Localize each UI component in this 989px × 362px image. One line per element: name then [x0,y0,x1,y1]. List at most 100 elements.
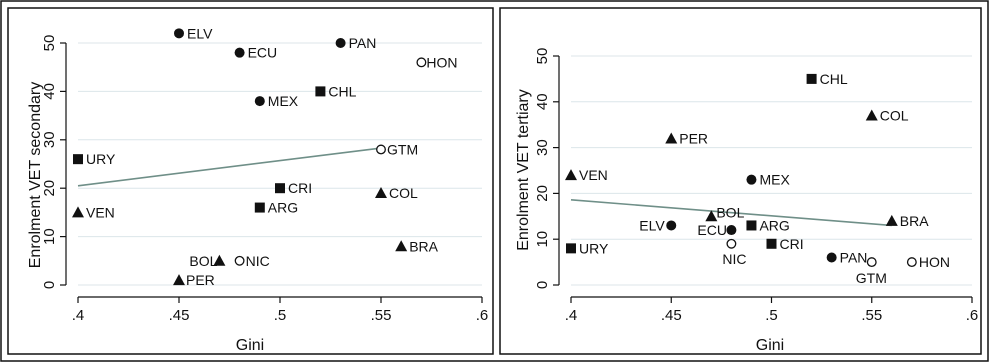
points: ELV ECU PAN HON MEX CHL GTM URY CRI COL ARG VEN BRA B… [72,25,458,288]
point-bra: BRA [395,238,439,254]
point-chl: CHL [315,83,357,99]
point-marker [174,28,184,39]
x-tick-label: .6 [476,307,489,324]
y-tick-label: 30 [534,139,551,156]
point-bra: BRA [885,213,929,229]
point-marker [376,144,386,155]
point-label: MEX [268,93,299,109]
point-arg: ARG [746,217,790,233]
point-label: BRA [900,213,929,229]
fit-line-segment [570,199,892,227]
point-marker [72,206,84,218]
point-bol: BOL [189,253,226,269]
point-label: HON [919,254,950,270]
point-marker [254,96,265,107]
x-tick-label: .4 [565,307,578,324]
point-marker [213,254,226,266]
x-tick-label: .45 [661,307,682,324]
point-label: CHL [820,71,848,87]
point-label: PER [186,272,215,288]
point-nic: NIC [722,238,747,267]
point-label: NIC [722,251,746,267]
point-label: PAN [349,35,377,51]
point-hon: HON [906,254,950,270]
point-label: HON [426,54,457,70]
point-marker [416,57,427,68]
point-cri: CRI [766,236,804,252]
point-elv: ELV [639,217,677,233]
points: CHL COL PER VEN MEX BOL BRA ELV ARG ECU NIC CRI URY P… [565,71,950,286]
point-gtm: GTM [376,141,418,157]
y-tick-label: 50 [534,48,551,65]
x-tick-label: .5 [765,307,778,324]
y-tick-label: 20 [41,180,58,197]
point-label: BOL [716,204,744,220]
x-tick-label: .55 [371,307,392,324]
point-label: PAN [840,250,868,266]
point-mex: MEX [254,93,299,109]
y-tick-label: 50 [41,35,58,52]
point-pan: PAN [335,35,377,51]
point-label: URY [86,151,116,167]
point-marker [865,109,878,121]
y-tick-label: 10 [534,231,551,248]
point-marker [666,220,677,231]
point-marker [234,47,245,58]
point-marker [726,225,737,236]
point-marker [275,183,285,194]
point-per: PER [665,130,708,146]
point-marker [375,187,387,199]
point-ven: VEN [72,204,115,220]
point-ven: VEN [565,167,608,183]
axes: 0 10 20 30 40 50 .4 .45 .5 .55 .6 [534,48,978,324]
point-label: VEN [86,204,115,220]
point-col: COL [375,185,418,201]
point-label: URY [579,240,609,256]
point-label: PER [679,130,708,146]
point-label: BOL [189,253,217,269]
point-mex: MEX [746,172,790,188]
x-tick-label: .45 [169,307,190,324]
point-marker [565,169,577,181]
y-tick-label: 0 [534,281,551,289]
point-elv: ELV [174,25,213,41]
point-marker [335,38,346,48]
y-tick-label: 30 [41,131,58,148]
point-marker [746,220,757,231]
point-marker [866,257,877,268]
y-axis-label: Enrolment VET secondary [27,82,44,268]
point-label: ARG [759,217,789,233]
fit-line-segment [77,147,382,187]
point-marker [766,238,777,249]
point-pan: PAN [826,250,868,266]
point-label: COL [389,185,418,201]
fit-line [570,199,892,227]
point-cri: CRI [275,180,312,196]
point-marker [705,210,718,222]
y-tick-label: 40 [534,93,551,110]
point-col: COL [865,108,909,124]
point-label: CHL [328,83,356,99]
x-tick-label: .5 [274,307,287,324]
x-axis-label: Gini [236,337,264,354]
point-marker [885,214,898,226]
point-ury: URY [73,151,116,167]
point-marker [173,274,185,286]
point-label: ARG [268,200,298,216]
x-tick-label: .55 [861,307,882,324]
point-ury: URY [566,240,609,256]
point-label: ECU [248,45,278,61]
point-ecu: ECU [234,45,278,61]
grid [571,55,972,286]
point-marker [726,238,737,249]
point-marker [906,257,917,268]
point-hon: HON [416,54,458,70]
point-label: VEN [579,167,608,183]
point-chl: CHL [806,71,848,87]
point-marker [665,132,678,144]
point-marker [395,240,408,252]
point-per: PER [173,272,215,288]
point-label: ELV [639,217,665,233]
fit-line [77,147,382,187]
point-nic: NIC [234,253,270,269]
